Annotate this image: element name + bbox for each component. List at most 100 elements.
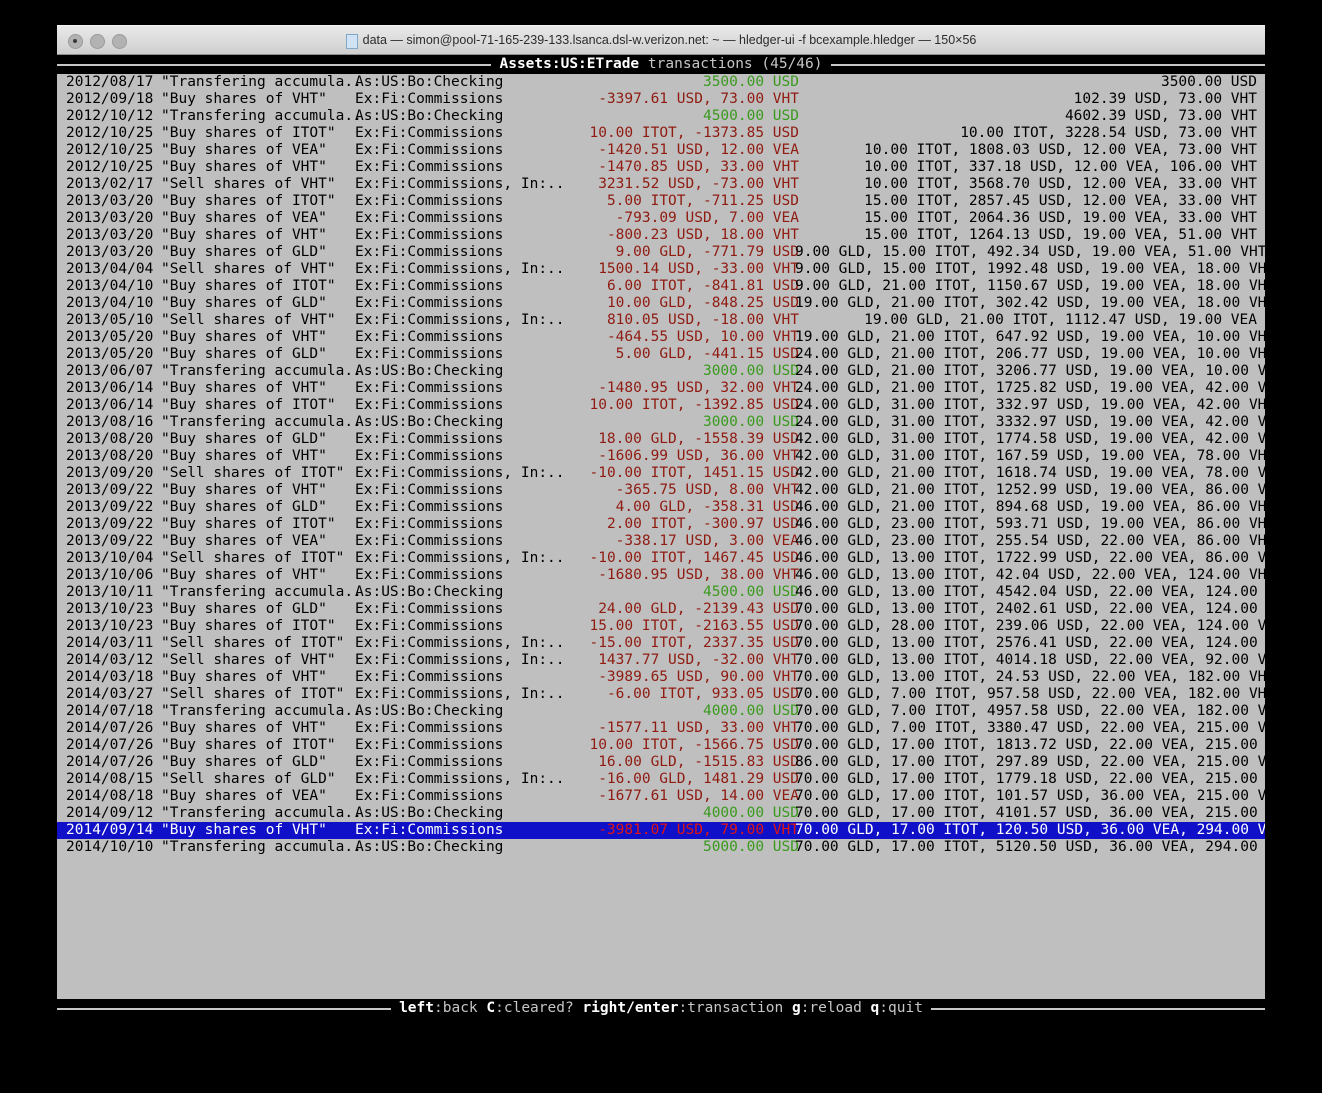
transaction-account: Ex:Fi:Commissions bbox=[355, 482, 504, 498]
transaction-row[interactable]: 2013/10/06 "Buy shares of VHT" Ex:Fi:Commi… bbox=[57, 567, 1265, 584]
transaction-list[interactable]: 2012/08/17 "Transfering accumula.. As:US:B… bbox=[57, 74, 1265, 856]
transaction-row[interactable]: 2014/07/26 "Buy shares of ITOT" Ex:Fi:Comm… bbox=[57, 737, 1265, 754]
transaction-row[interactable]: 2013/03/20 "Buy shares of GLD" Ex:Fi:Commi… bbox=[57, 244, 1265, 261]
transaction-date: 2013/10/23 bbox=[66, 601, 154, 617]
transaction-amount: -338.17 USD, 3.00 VEA bbox=[615, 533, 799, 549]
footer-key[interactable]: C bbox=[486, 1000, 496, 1016]
transaction-balance: 70.00 GLD, 17.00 ITOT, 4101.57 USD, 36.0… bbox=[795, 805, 1265, 821]
window-titlebar[interactable]: data — simon@pool-71-165-239-133.lsanca.… bbox=[57, 25, 1265, 55]
transaction-account: Ex:Fi:Commissions, In:.. bbox=[355, 652, 565, 668]
transaction-row[interactable]: 2014/03/18 "Buy shares of VHT" Ex:Fi:Commi… bbox=[57, 669, 1265, 686]
transaction-amount: -1606.99 USD, 36.00 VHT bbox=[598, 448, 799, 464]
transaction-account: Ex:Fi:Commissions bbox=[355, 601, 504, 617]
transaction-row[interactable]: 2013/06/14 "Buy shares of VHT" Ex:Fi:Commi… bbox=[57, 380, 1265, 397]
transaction-row[interactable]: 2012/10/25 "Buy shares of VHT" Ex:Fi:Commi… bbox=[57, 159, 1265, 176]
transaction-row[interactable]: 2012/09/18 "Buy shares of VHT" Ex:Fi:Commi… bbox=[57, 91, 1265, 108]
transaction-account: Ex:Fi:Commissions bbox=[355, 380, 504, 396]
transaction-balance: 42.00 GLD, 21.00 ITOT, 1252.99 USD, 19.0… bbox=[795, 482, 1265, 498]
transaction-date: 2014/09/14 bbox=[66, 822, 154, 838]
transaction-account: Ex:Fi:Commissions bbox=[355, 533, 504, 549]
transaction-description: "Transfering accumula.. bbox=[161, 805, 362, 821]
transaction-row[interactable]: 2013/10/04 "Sell shares of ITOT" Ex:Fi:Com… bbox=[57, 550, 1265, 567]
transaction-date: 2014/03/27 bbox=[66, 686, 154, 702]
transaction-amount: 810.05 USD, -18.00 VHT bbox=[606, 312, 799, 328]
transaction-amount: -1480.95 USD, 32.00 VHT bbox=[598, 380, 799, 396]
transaction-account: As:US:Bo:Checking bbox=[355, 703, 504, 719]
transaction-row[interactable]: 2013/08/16 "Transfering accumula.. As:US:B… bbox=[57, 414, 1265, 431]
transaction-date: 2013/05/20 bbox=[66, 329, 154, 345]
transaction-row[interactable]: 2013/05/20 "Buy shares of VHT" Ex:Fi:Commi… bbox=[57, 329, 1265, 346]
transaction-row[interactable]: 2013/10/23 "Buy shares of GLD" Ex:Fi:Commi… bbox=[57, 601, 1265, 618]
transaction-amount: -3989.65 USD, 90.00 VHT bbox=[598, 669, 799, 685]
transaction-balance: 15.00 ITOT, 2857.45 USD, 12.00 VEA, 33.0… bbox=[864, 193, 1257, 209]
transaction-row[interactable]: 2013/08/20 "Buy shares of GLD" Ex:Fi:Commi… bbox=[57, 431, 1265, 448]
footer-key[interactable]: right/enter bbox=[582, 1000, 679, 1016]
transaction-amount: -1577.11 USD, 33.00 VHT bbox=[598, 720, 799, 736]
transaction-account: Ex:Fi:Commissions bbox=[355, 754, 504, 770]
transaction-balance: 10.00 ITOT, 3568.70 USD, 12.00 VEA, 33.0… bbox=[864, 176, 1257, 192]
transaction-description: "Buy shares of VHT" bbox=[161, 720, 327, 736]
transaction-row[interactable]: 2013/09/22 "Buy shares of VHT" Ex:Fi:Commi… bbox=[57, 482, 1265, 499]
transaction-date: 2013/04/10 bbox=[66, 278, 154, 294]
transaction-date: 2013/05/10 bbox=[66, 312, 154, 328]
transaction-account: Ex:Fi:Commissions, In:.. bbox=[355, 771, 565, 787]
transaction-row[interactable]: 2013/03/20 "Buy shares of VHT" Ex:Fi:Commi… bbox=[57, 227, 1265, 244]
transaction-row[interactable]: 2013/04/04 "Sell shares of VHT" Ex:Fi:Comm… bbox=[57, 261, 1265, 278]
zoom-button[interactable] bbox=[112, 34, 127, 49]
transaction-description: "Buy shares of ITOT" bbox=[161, 278, 336, 294]
transaction-row[interactable]: 2013/04/10 "Buy shares of GLD" Ex:Fi:Commi… bbox=[57, 295, 1265, 312]
transaction-row[interactable]: 2013/09/22 "Buy shares of ITOT" Ex:Fi:Comm… bbox=[57, 516, 1265, 533]
transaction-row[interactable]: 2012/10/25 "Buy shares of ITOT" Ex:Fi:Comm… bbox=[57, 125, 1265, 142]
transaction-row[interactable]: 2013/02/17 "Sell shares of VHT" Ex:Fi:Comm… bbox=[57, 176, 1265, 193]
transaction-row[interactable]: 2013/10/23 "Buy shares of ITOT" Ex:Fi:Comm… bbox=[57, 618, 1265, 635]
transaction-row[interactable]: 2013/03/20 "Buy shares of ITOT" Ex:Fi:Comm… bbox=[57, 193, 1265, 210]
transaction-row[interactable]: 2014/03/12 "Sell shares of VHT" Ex:Fi:Comm… bbox=[57, 652, 1265, 669]
close-button[interactable] bbox=[68, 34, 83, 49]
transaction-date: 2013/06/14 bbox=[66, 397, 154, 413]
transaction-row[interactable]: 2013/06/14 "Buy shares of ITOT" Ex:Fi:Comm… bbox=[57, 397, 1265, 414]
transaction-row[interactable]: 2013/03/20 "Buy shares of VEA" Ex:Fi:Commi… bbox=[57, 210, 1265, 227]
transaction-row[interactable]: 2012/10/12 "Transfering accumula.. As:US:B… bbox=[57, 108, 1265, 125]
transaction-row[interactable]: 2014/08/15 "Sell shares of GLD" Ex:Fi:Comm… bbox=[57, 771, 1265, 788]
minimize-button[interactable] bbox=[90, 34, 105, 49]
transaction-description: "Buy shares of VEA" bbox=[161, 788, 327, 804]
transaction-description: "Buy shares of VHT" bbox=[161, 448, 327, 464]
transaction-date: 2014/08/18 bbox=[66, 788, 154, 804]
transaction-row[interactable]: 2013/04/10 "Buy shares of ITOT" Ex:Fi:Comm… bbox=[57, 278, 1265, 295]
transaction-row[interactable]: 2013/06/07 "Transfering accumula.. As:US:B… bbox=[57, 363, 1265, 380]
transaction-row[interactable]: 2013/05/20 "Buy shares of GLD" Ex:Fi:Commi… bbox=[57, 346, 1265, 363]
terminal-window: data — simon@pool-71-165-239-133.lsanca.… bbox=[57, 25, 1265, 1018]
transaction-row[interactable]: 2012/10/25 "Buy shares of VEA" Ex:Fi:Commi… bbox=[57, 142, 1265, 159]
transaction-row[interactable]: 2014/03/27 "Sell shares of ITOT" Ex:Fi:Com… bbox=[57, 686, 1265, 703]
transaction-account: As:US:Bo:Checking bbox=[355, 414, 504, 430]
transaction-row[interactable]: 2013/09/22 "Buy shares of GLD" Ex:Fi:Commi… bbox=[57, 499, 1265, 516]
header-rule-right bbox=[830, 63, 1265, 66]
transaction-row[interactable]: 2014/08/18 "Buy shares of VEA" Ex:Fi:Commi… bbox=[57, 788, 1265, 805]
transaction-amount: 18.00 GLD, -1558.39 USD bbox=[598, 431, 799, 447]
transaction-amount: 4.00 GLD, -358.31 USD bbox=[615, 499, 799, 515]
transaction-row[interactable]: 2013/09/20 "Sell shares of ITOT" Ex:Fi:Com… bbox=[57, 465, 1265, 482]
transaction-row[interactable]: 2014/10/10 "Transfering accumula.. As:US:B… bbox=[57, 839, 1265, 856]
transaction-balance: 86.00 GLD, 17.00 ITOT, 297.89 USD, 22.00… bbox=[795, 754, 1265, 770]
transaction-amount: 4000.00 USD bbox=[702, 703, 799, 719]
transaction-row[interactable]: 2014/07/26 "Buy shares of VHT" Ex:Fi:Commi… bbox=[57, 720, 1265, 737]
transaction-row[interactable]: 2014/07/18 "Transfering accumula.. As:US:B… bbox=[57, 703, 1265, 720]
transaction-row[interactable]: 2012/08/17 "Transfering accumula.. As:US:B… bbox=[57, 74, 1265, 91]
transaction-description: "Buy shares of GLD" bbox=[161, 346, 327, 362]
transaction-balance: 15.00 ITOT, 2064.36 USD, 19.00 VEA, 33.0… bbox=[864, 210, 1257, 226]
footer-key[interactable]: g bbox=[791, 1000, 801, 1016]
footer-key[interactable]: left bbox=[399, 1000, 434, 1016]
transaction-amount: -365.75 USD, 8.00 VHT bbox=[615, 482, 799, 498]
transaction-amount: 6.00 ITOT, -841.81 USD bbox=[606, 278, 799, 294]
transaction-row[interactable]: 2013/09/22 "Buy shares of VEA" Ex:Fi:Commi… bbox=[57, 533, 1265, 550]
transaction-row[interactable]: 2014/07/26 "Buy shares of GLD" Ex:Fi:Commi… bbox=[57, 754, 1265, 771]
transaction-row[interactable]: 2013/05/10 "Sell shares of VHT" Ex:Fi:Comm… bbox=[57, 312, 1265, 329]
transaction-row[interactable]: 2013/08/20 "Buy shares of VHT" Ex:Fi:Commi… bbox=[57, 448, 1265, 465]
transaction-description: "Buy shares of ITOT" bbox=[161, 516, 336, 532]
footer-key[interactable]: q bbox=[870, 1000, 880, 1016]
window-controls[interactable] bbox=[68, 34, 127, 49]
transaction-row[interactable]: 2013/10/11 "Transfering accumula.. As:US:B… bbox=[57, 584, 1265, 601]
transaction-row[interactable]: 2014/03/11 "Sell shares of ITOT" Ex:Fi:Com… bbox=[57, 635, 1265, 652]
transaction-row[interactable]: 2014/09/12 "Transfering accumula.. As:US:B… bbox=[57, 805, 1265, 822]
transaction-row[interactable]: 2014/09/14 "Buy shares of VHT" Ex:Fi:Commi… bbox=[57, 822, 1265, 839]
